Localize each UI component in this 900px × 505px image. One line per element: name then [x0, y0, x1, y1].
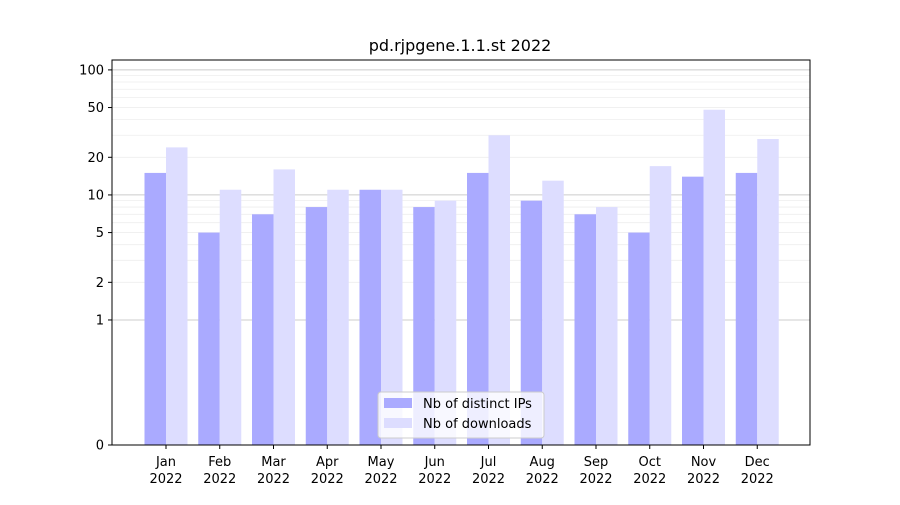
chart-title: pd.rjpgene.1.1.st 2022 — [369, 36, 552, 55]
x-tick-label-month: Jun — [424, 455, 445, 470]
x-axis: Jan 2022 Feb 2022 Mar 2022 Apr 2022 May 2022 Jun 20… — [149, 445, 774, 487]
bar-downloads — [649, 166, 672, 445]
x-tick-label-month: Sep — [584, 455, 609, 470]
bar-distinct-ips — [252, 214, 274, 445]
legend-box — [377, 391, 545, 439]
bar-downloads — [757, 139, 779, 445]
x-tick-label-month: Jul — [480, 455, 497, 470]
x-tick-label-year: 2022 — [741, 472, 774, 487]
y-tick-label: 10 — [87, 188, 104, 203]
y-tick-label: 5 — [96, 226, 104, 241]
bar-downloads — [542, 180, 564, 445]
x-tick-label-month: Feb — [208, 455, 231, 470]
legend-label: Nb of distinct IPs — [423, 397, 532, 412]
bar-distinct-ips — [628, 232, 650, 445]
x-tick-label-year: 2022 — [149, 472, 182, 487]
y-tick-label: 1 — [96, 313, 104, 328]
bar-downloads — [703, 109, 725, 445]
x-tick-label-year: 2022 — [472, 472, 505, 487]
x-tick-label-month: Apr — [316, 455, 339, 470]
y-axis: 0 1 2 5 10 20 50 100 — [79, 63, 112, 454]
x-tick-label-month: Nov — [691, 455, 717, 470]
bar-downloads — [488, 135, 510, 445]
x-tick-label-month: Aug — [530, 455, 555, 470]
bar-downloads — [166, 147, 188, 446]
legend: Nb of distinct IPs Nb of downloads — [377, 391, 545, 439]
x-tick-label-month: Jan — [155, 455, 176, 470]
bar-distinct-ips — [467, 172, 489, 445]
bar-distinct-ips — [574, 214, 596, 445]
x-tick-label-year: 2022 — [418, 472, 451, 487]
x-tick-label-year: 2022 — [687, 472, 720, 487]
x-tick-label-year: 2022 — [257, 472, 290, 487]
bars — [144, 109, 779, 446]
x-tick-label-year: 2022 — [633, 472, 666, 487]
x-tick-label-year: 2022 — [203, 472, 236, 487]
bar-downloads — [434, 200, 457, 445]
bar-downloads — [273, 169, 295, 445]
y-tick-label: 20 — [87, 151, 104, 166]
x-tick-label-month: Dec — [745, 455, 770, 470]
x-tick-label-year: 2022 — [579, 472, 612, 487]
bar-downloads — [219, 189, 242, 445]
bar-distinct-ips — [144, 172, 166, 445]
legend-swatch — [384, 398, 412, 408]
bar-distinct-ips — [198, 232, 220, 445]
y-tick-label: 100 — [79, 63, 104, 78]
x-tick-label-year: 2022 — [364, 472, 397, 487]
x-tick-label-month: Oct — [639, 455, 661, 470]
y-tick-label: 2 — [96, 276, 104, 291]
bar-downloads — [327, 189, 349, 445]
x-tick-label-month: Mar — [261, 455, 286, 470]
bar-distinct-ips — [413, 207, 435, 445]
bar-distinct-ips — [359, 189, 381, 445]
bar-distinct-ips — [520, 200, 543, 445]
legend-label: Nb of downloads — [423, 417, 532, 432]
x-tick-label-year: 2022 — [311, 472, 344, 487]
x-tick-label-month: May — [368, 455, 395, 470]
bar-distinct-ips — [682, 176, 704, 445]
bar-distinct-ips — [735, 172, 758, 445]
y-tick-label: 0 — [96, 439, 104, 454]
legend-swatch — [384, 418, 412, 428]
bar-downloads — [381, 189, 403, 445]
x-tick-label-year: 2022 — [526, 472, 559, 487]
y-tick-label: 50 — [87, 101, 104, 116]
bar-distinct-ips — [305, 207, 328, 445]
bar-downloads — [596, 207, 618, 445]
plot-frame — [111, 59, 811, 446]
